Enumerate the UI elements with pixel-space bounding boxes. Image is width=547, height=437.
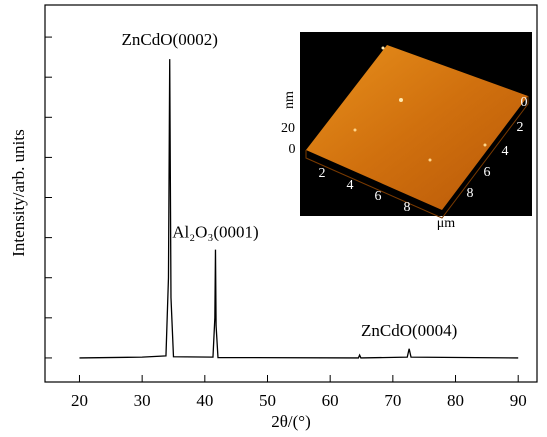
inset-y-tick: 8	[467, 186, 474, 201]
afm-speck	[354, 129, 357, 132]
chart: 2θ/(°) Intensity/arb. units nm 20 0 2 4 …	[0, 0, 547, 437]
inset-x-tick: 6	[375, 189, 382, 204]
x-tick-label: 50	[259, 391, 276, 410]
x-tick-label: 70	[384, 391, 401, 410]
x-tick-label: 20	[71, 391, 88, 410]
inset-y-tick: 2	[517, 120, 524, 135]
inset-x-tick: 4	[347, 178, 354, 193]
peak-annotation: ZnCdO(0002)	[122, 30, 218, 49]
inset-z-tick: 20	[281, 121, 295, 136]
inset-y-tick: 0	[521, 95, 528, 110]
inset-z-label: nm	[282, 91, 297, 109]
x-tick-label: 60	[322, 391, 339, 410]
inset: nm 20 0 2 4 6 8 0 2 4 6 8 μm	[281, 32, 532, 231]
afm-speck	[429, 159, 432, 162]
afm-speck	[399, 98, 403, 102]
inset-y-tick: 4	[502, 144, 509, 159]
x-tick-label: 30	[134, 391, 151, 410]
x-tick-label: 40	[196, 391, 213, 410]
inset-z-tick: 0	[289, 142, 296, 157]
inset-x-tick: 8	[404, 200, 411, 215]
afm-speck	[484, 144, 487, 147]
y-axis-label: Intensity/arb. units	[9, 129, 28, 256]
inset-y-tick: 6	[484, 165, 491, 180]
peak-annotation: Al₂O₃(0001)	[172, 223, 258, 242]
inset-x-tick: 2	[319, 166, 326, 181]
inset-unit: μm	[437, 216, 456, 231]
x-axis-label: 2θ/(°)	[271, 412, 311, 431]
x-tick-label: 80	[447, 391, 464, 410]
x-tick-label: 90	[510, 391, 527, 410]
afm-speck	[382, 47, 385, 50]
peak-annotation: ZnCdO(0004)	[361, 321, 457, 340]
